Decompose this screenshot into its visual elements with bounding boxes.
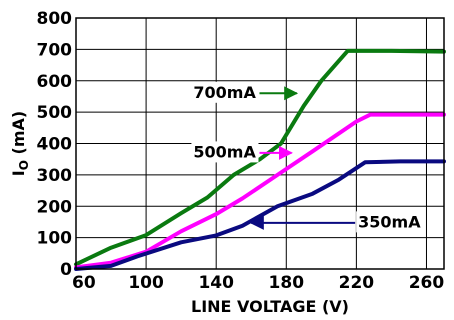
series-lines bbox=[74, 48, 446, 271]
series-line-700mA bbox=[74, 48, 446, 267]
y-tick-label: 100 bbox=[37, 229, 73, 249]
annotation-label-350mA: 350mA bbox=[358, 212, 421, 231]
series-line-500mA bbox=[74, 112, 446, 270]
annotation-bg-350mA bbox=[356, 211, 424, 233]
x-tick-label: 140 bbox=[198, 273, 234, 293]
y-tick-label: 300 bbox=[37, 166, 73, 186]
y-tick-labels: 0 100 200 300 400 500 600 700 800 bbox=[37, 9, 73, 280]
y-tick-label: 600 bbox=[37, 72, 73, 92]
y-axis-label-sub: O bbox=[17, 160, 31, 170]
plot-border bbox=[75, 17, 445, 270]
annotation-bg-500mA bbox=[191, 141, 259, 163]
grid bbox=[76, 18, 444, 269]
y-axis-label-rest: (mA) bbox=[9, 111, 28, 160]
x-tick-label: 220 bbox=[339, 273, 375, 293]
annotation-label-700mA: 700mA bbox=[193, 83, 256, 102]
y-tick-label: 700 bbox=[37, 40, 73, 60]
annotations: 700mA 500mA 350mA bbox=[191, 81, 424, 233]
x-tick-label: 100 bbox=[128, 273, 164, 293]
x-tick-label: 180 bbox=[269, 273, 305, 293]
y-tick-label: 200 bbox=[37, 197, 73, 217]
y-tick-label: 400 bbox=[37, 135, 73, 155]
x-axis-label: LINE VOLTAGE (V) bbox=[191, 297, 349, 316]
x-tick-label: 260 bbox=[409, 273, 445, 293]
y-axis-label: IO (mA) bbox=[9, 111, 31, 176]
y-tick-label: 0 bbox=[60, 260, 72, 280]
y-tick-label: 500 bbox=[37, 103, 73, 123]
annotation-bg-700mA bbox=[191, 81, 259, 103]
y-tick-label: 800 bbox=[37, 9, 73, 29]
y-axis-label-main: I bbox=[9, 170, 28, 176]
x-tick-labels: 60 100 140 180 220 260 bbox=[72, 273, 444, 293]
annotation-label-500mA: 500mA bbox=[193, 142, 256, 161]
x-tick-label: 60 bbox=[72, 273, 96, 293]
